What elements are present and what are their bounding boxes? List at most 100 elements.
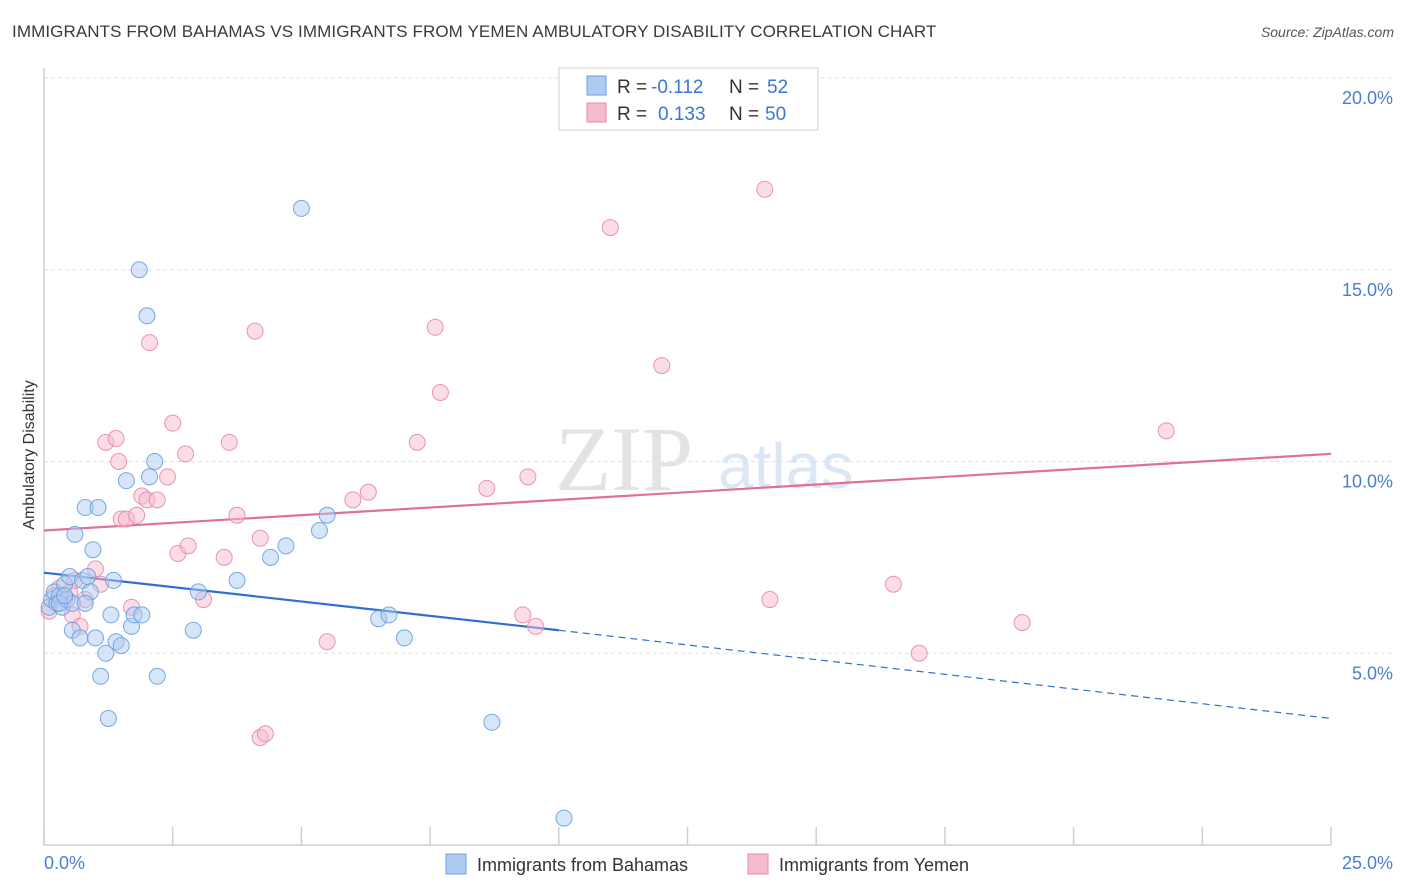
source-label: Source: ZipAtlas.com [1260, 24, 1394, 40]
yemen-point [756, 180, 774, 198]
bahamas-point [133, 606, 151, 624]
yemen-point [228, 506, 246, 524]
bahamas-point [84, 541, 102, 559]
y-tick-label: 5.0% [1352, 663, 1393, 683]
bahamas-point [102, 606, 120, 624]
trend-lines [43, 452, 1332, 720]
data-points [40, 180, 1175, 827]
yemen-point [177, 445, 195, 463]
yemen-point [478, 479, 496, 497]
yemen-point [251, 529, 269, 547]
bahamas-point [117, 472, 135, 490]
yemen-point [884, 575, 902, 593]
bahamas-point [76, 594, 94, 612]
yemen-point [256, 725, 274, 743]
yemen-point [761, 591, 779, 609]
yemen-point [141, 334, 159, 352]
yemen-point [220, 433, 238, 451]
yemen-point [110, 453, 128, 470]
y-tick-label: 10.0% [1342, 472, 1393, 492]
bahamas-point [189, 583, 207, 601]
yemen-point [128, 506, 146, 524]
legend-r-value-1: -0.112 [651, 77, 703, 98]
bahamas-point [555, 809, 573, 827]
bottom-legend-swatch-bahamas [445, 853, 467, 875]
bahamas-point [262, 548, 280, 566]
yemen-point [148, 491, 166, 509]
bahamas-point [79, 568, 97, 586]
bahamas-point [104, 571, 122, 589]
yemen-point [159, 468, 177, 486]
legend-n-label-2: N = [729, 104, 759, 125]
yemen-point [164, 414, 182, 432]
y-tick-label: 20.0% [1342, 88, 1393, 108]
bahamas-point [112, 637, 130, 655]
yemen-point [359, 483, 377, 501]
bahamas-point [380, 606, 398, 624]
bahamas-point [318, 506, 336, 524]
legend-n-label-1: N = [729, 77, 759, 98]
watermark-atlas: atlas [718, 430, 853, 502]
yemen-point [910, 644, 928, 662]
yemen-trend-line [43, 452, 1332, 532]
bahamas-point [292, 199, 310, 217]
yemen-point [601, 219, 619, 237]
yemen-point [431, 383, 449, 401]
x-tick-label: 0.0% [44, 853, 85, 873]
chart-title: IMMIGRANTS FROM BAHAMAS VS IMMIGRANTS FR… [12, 22, 937, 41]
yemen-point [408, 433, 426, 451]
yemen-point [1013, 614, 1031, 632]
yemen-point [1157, 422, 1175, 440]
x-tick-label: 25.0% [1342, 853, 1393, 873]
yemen-point [344, 491, 362, 509]
bahamas-point [148, 667, 166, 685]
y-tick-labels: 20.0% 15.0% 10.0% 5.0% [1342, 88, 1393, 683]
bottom-legend-label-bahamas: Immigrants from Bahamas [477, 855, 688, 875]
axes [43, 68, 1332, 846]
bahamas-point [146, 453, 164, 470]
yemen-point [179, 537, 197, 555]
x-tick-labels: 0.0% 25.0% [44, 853, 1393, 873]
yemen-point [519, 468, 537, 486]
legend-r-value-2: 0.133 [658, 104, 706, 125]
bahamas-point [71, 629, 89, 647]
legend-r-label-1: R = [617, 77, 647, 98]
y-axis-label: Ambulatory Disability [21, 380, 38, 529]
bahamas-trend-extension [558, 629, 1332, 720]
yemen-point [215, 548, 233, 566]
legend-n-value-1: 52 [767, 77, 788, 98]
watermark-zip: ZIP [555, 408, 693, 510]
yemen-point [107, 429, 125, 447]
bahamas-point [141, 468, 159, 486]
bahamas-point [86, 629, 104, 647]
bahamas-point [130, 261, 148, 279]
yemen-point [527, 617, 545, 635]
legend-n-value-2: 50 [765, 104, 786, 125]
bahamas-point [92, 667, 110, 685]
yemen-point [514, 606, 532, 624]
legend-r-label-2: R = [617, 104, 647, 125]
gridlines [44, 77, 1393, 654]
legend-swatch-bahamas [586, 75, 607, 96]
bahamas-point [138, 307, 156, 325]
bahamas-point [483, 713, 501, 731]
yemen-point [318, 633, 336, 651]
bahamas-point [56, 587, 74, 605]
bahamas-point [66, 525, 84, 543]
bahamas-point [89, 499, 107, 517]
bahamas-point [228, 571, 246, 589]
yemen-point [653, 357, 671, 375]
bottom-legend: Immigrants from Bahamas Immigrants from … [445, 853, 969, 875]
bahamas-point [395, 629, 413, 647]
bahamas-trend-line [43, 571, 559, 632]
bahamas-point [184, 621, 202, 639]
bottom-legend-swatch-yemen [747, 853, 769, 875]
legend-swatch-yemen [586, 102, 607, 123]
legend: R = -0.112 N = 52 R = 0.133 N = 50 [558, 67, 819, 131]
bahamas-point [99, 709, 117, 727]
bottom-legend-label-yemen: Immigrants from Yemen [779, 855, 969, 875]
bahamas-point [310, 522, 328, 540]
yemen-point [246, 322, 264, 340]
bahamas-point [277, 537, 295, 555]
